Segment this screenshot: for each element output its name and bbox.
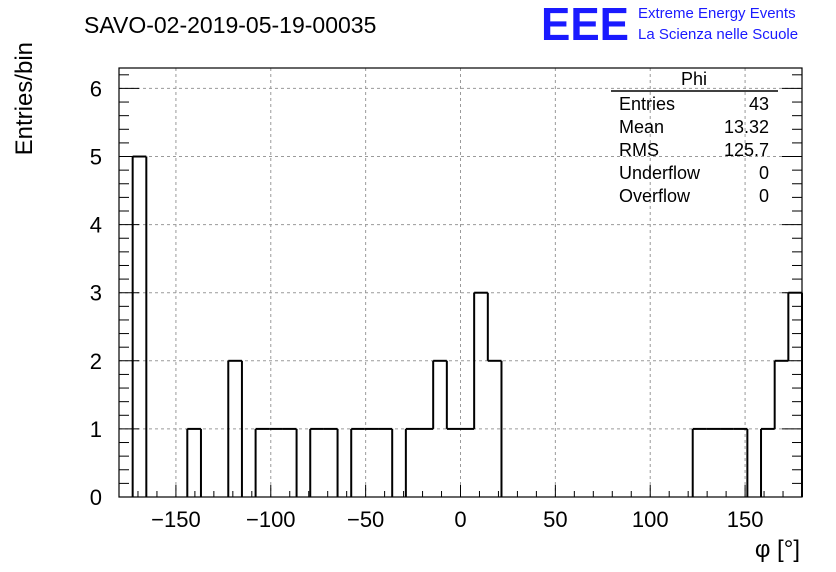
stats-label-overflow: Overflow xyxy=(619,186,691,206)
x-tick-label-0: −150 xyxy=(151,507,201,532)
eee-logo: EEE Extreme Energy Events La Scienza nel… xyxy=(541,0,798,50)
stats-box: Phi Entries 43 Mean 13.32 RMS 125.7 Underflow 0… xyxy=(611,69,778,206)
stats-title: Phi xyxy=(681,69,707,89)
stats-value-mean: 13.32 xyxy=(724,117,769,137)
histogram-bars xyxy=(131,155,803,497)
stats-value-underflow: 0 xyxy=(759,163,769,183)
x-tick-label-1: −100 xyxy=(246,507,296,532)
chart-title: SAVO-02-2019-05-19-00035 xyxy=(84,12,376,38)
stats-label-mean: Mean xyxy=(619,117,664,137)
x-tick-label-4: 50 xyxy=(543,507,567,532)
stats-value-overflow: 0 xyxy=(759,186,769,206)
stats-label-entries: Entries xyxy=(619,94,675,114)
x-tick-label-2: −50 xyxy=(347,507,384,532)
plot-frame xyxy=(118,67,803,498)
logo-line-1: Extreme Energy Events xyxy=(638,5,796,22)
y-tick-label-2: 2 xyxy=(90,349,102,374)
x-tick-label-5: 100 xyxy=(632,507,669,532)
y-tick-label-1: 1 xyxy=(90,417,102,442)
stats-label-underflow: Underflow xyxy=(619,163,701,183)
y-tick-label-5: 5 xyxy=(90,145,102,170)
x-tick-label-3: 0 xyxy=(454,507,466,532)
x-tick-label-6: 150 xyxy=(727,507,764,532)
y-tick-label-0: 0 xyxy=(90,485,102,510)
y-tick-label-3: 3 xyxy=(90,281,102,306)
stats-label-rms: RMS xyxy=(619,140,659,160)
y-tick-label-4: 4 xyxy=(90,213,102,238)
logo-line-2: La Scienza nelle Scuole xyxy=(638,26,798,43)
y-axis-label: Entries/bin xyxy=(11,42,38,155)
axis-ticks: −150 −100 −50 0 50 100 150 0 1 2 3 4 5 6 xyxy=(90,74,802,532)
stats-value-rms: 125.7 xyxy=(724,140,769,160)
stats-rows: Entries 43 Mean 13.32 RMS 125.7 Underflow 0 Over… xyxy=(619,94,769,206)
stats-value-entries: 43 xyxy=(749,94,769,114)
grid-lines xyxy=(119,68,802,497)
logo-letters: EEE xyxy=(541,0,629,50)
x-axis-label: φ [°] xyxy=(755,536,800,563)
y-tick-label-6: 6 xyxy=(90,76,102,101)
